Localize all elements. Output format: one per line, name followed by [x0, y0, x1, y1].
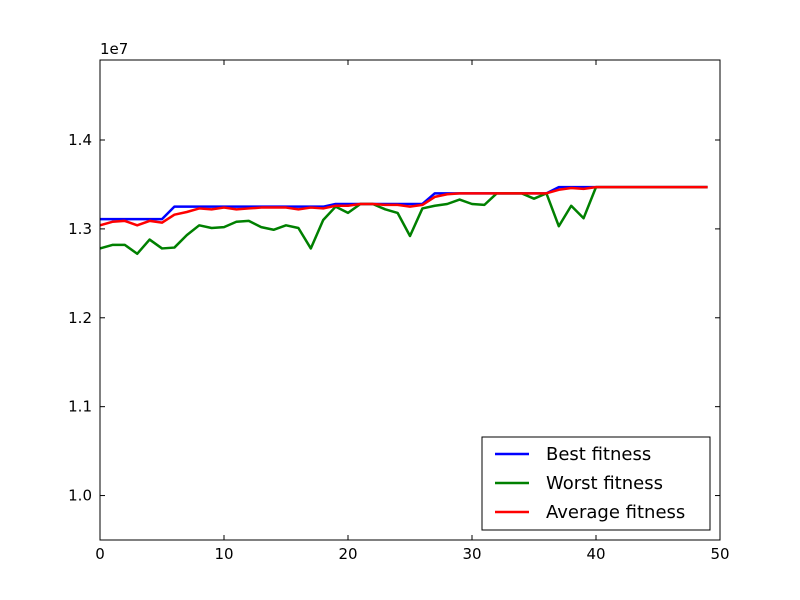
plot-frame: [99, 59, 721, 541]
y-tick-label: 1.3: [68, 220, 92, 238]
series-layer: [99, 185, 708, 256]
series-line-2: [99, 185, 708, 227]
y-tick-label: 1.4: [68, 131, 92, 149]
tick-layer: 0 10 20 30 40 50 1.0 1.1 1.2 1.3 1.4: [68, 60, 730, 563]
x-tick-label: 10: [214, 545, 233, 563]
x-tick-label: 0: [95, 545, 105, 563]
x-tick-label: 30: [462, 545, 481, 563]
x-tick-label: 20: [338, 545, 357, 563]
y-tick-label: 1.2: [68, 309, 92, 327]
legend-label: Worst fitness: [546, 473, 663, 494]
legend-label: Average fitness: [546, 502, 685, 523]
x-tick-label: 50: [710, 545, 729, 563]
x-tick-label: 40: [586, 545, 605, 563]
legend: Best fitness Worst fitness Average fitness: [481, 436, 711, 531]
y-tick-label: 1.0: [68, 487, 92, 505]
y-offset-label: 1e7: [100, 40, 128, 58]
legend-label: Best fitness: [546, 444, 651, 465]
y-tick-label: 1.1: [68, 398, 92, 416]
